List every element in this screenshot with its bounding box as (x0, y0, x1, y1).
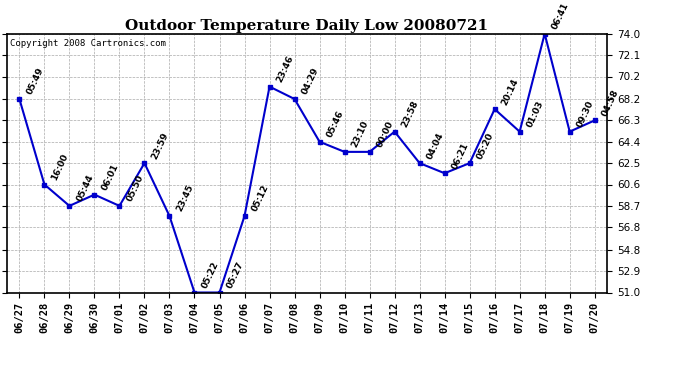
Text: 00:00: 00:00 (375, 120, 395, 149)
Text: 23:46: 23:46 (275, 54, 295, 84)
Text: 23:58: 23:58 (400, 99, 420, 129)
Text: 05:22: 05:22 (200, 260, 220, 290)
Text: 06:21: 06:21 (450, 141, 471, 171)
Text: 04:04: 04:04 (425, 130, 446, 160)
Text: 05:49: 05:49 (25, 66, 46, 96)
Text: 05:20: 05:20 (475, 131, 495, 160)
Text: 05:46: 05:46 (325, 109, 346, 139)
Text: 20:14: 20:14 (500, 76, 520, 106)
Text: 05:50: 05:50 (125, 174, 145, 203)
Text: 23:45: 23:45 (175, 183, 195, 213)
Text: 06:01: 06:01 (100, 162, 120, 192)
Text: 05:44: 05:44 (75, 173, 95, 203)
Text: 06:41: 06:41 (550, 1, 571, 31)
Text: 23:59: 23:59 (150, 130, 170, 160)
Text: 05:27: 05:27 (225, 260, 246, 290)
Text: 16:00: 16:00 (50, 152, 70, 182)
Text: 23:10: 23:10 (350, 120, 371, 149)
Text: Copyright 2008 Cartronics.com: Copyright 2008 Cartronics.com (10, 39, 166, 48)
Text: 05:12: 05:12 (250, 184, 270, 213)
Text: 01:03: 01:03 (525, 99, 545, 129)
Text: 04:29: 04:29 (300, 66, 320, 96)
Text: 04:58: 04:58 (600, 88, 620, 118)
Title: Outdoor Temperature Daily Low 20080721: Outdoor Temperature Daily Low 20080721 (126, 19, 489, 33)
Text: 09:30: 09:30 (575, 99, 595, 129)
